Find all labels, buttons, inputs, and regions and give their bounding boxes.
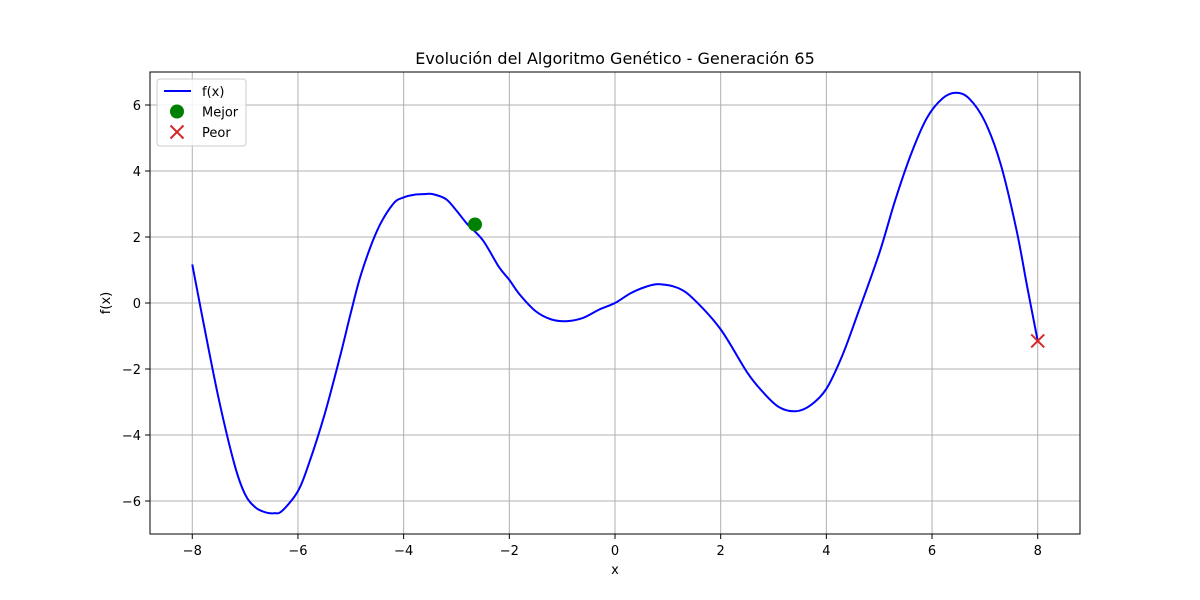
x-tick-label: −2 — [500, 544, 519, 559]
legend-swatch — [170, 104, 184, 119]
y-tick-label: 0 — [133, 297, 141, 312]
y-axis: −6 −4 −2 0 2 4 6 — [122, 99, 150, 510]
legend: f(x) Mejor Peor — [156, 78, 247, 147]
x-tick-label: −6 — [288, 544, 307, 559]
legend-entry: Peor — [169, 124, 231, 141]
legend-label: Mejor — [202, 106, 239, 121]
x-tick-label: 8 — [1034, 544, 1042, 559]
point-peor — [1030, 333, 1045, 349]
y-tick-label: 4 — [133, 165, 141, 180]
point-mejor — [467, 217, 482, 232]
y-tick-label: −6 — [122, 495, 141, 510]
y-tick-label: −2 — [122, 363, 141, 378]
x-axis: −8 −6 −4 −2 0 2 4 6 8 — [183, 534, 1042, 559]
chart-title: Evolución del Algoritmo Genético - Gener… — [415, 49, 815, 68]
x-axis-label: x — [611, 563, 619, 578]
y-tick-label: 6 — [133, 99, 141, 114]
legend-entry: f(x) — [164, 85, 224, 100]
y-tick-label: −4 — [122, 429, 141, 444]
series-line-fx — [191, 91, 1039, 515]
legend-label: Peor — [202, 126, 231, 141]
plot-area — [191, 91, 1045, 515]
x-tick-label: 0 — [611, 544, 619, 559]
legend-swatch — [169, 124, 185, 140]
legend-label: f(x) — [202, 85, 224, 100]
x-tick-label: 4 — [822, 544, 830, 559]
x-tick-label: 2 — [717, 544, 725, 559]
y-axis-label: f(x) — [99, 292, 114, 314]
x-tick-label: −4 — [394, 544, 413, 559]
x-tick-label: −8 — [183, 544, 202, 559]
x-tick-label: 6 — [928, 544, 936, 559]
legend-entry: Mejor — [170, 104, 239, 121]
y-tick-label: 2 — [133, 231, 141, 246]
